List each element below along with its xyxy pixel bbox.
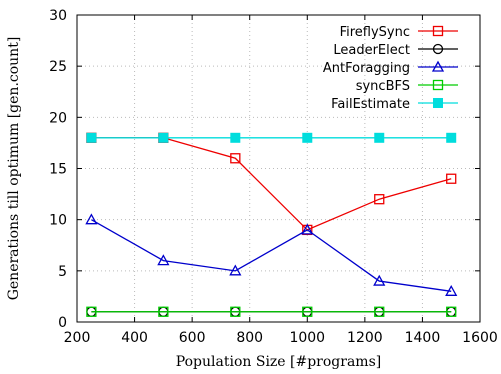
data-point-antforagging [157,254,170,266]
data-point-antforagging [301,223,314,235]
legend-marker [432,25,444,37]
legend-label: LeaderElect [333,43,410,58]
legend: FireflySync LeaderElect AntForagging syncBF… [323,25,458,112]
data-point-antforagging [229,264,242,276]
data-point-syncbfs [158,306,169,317]
legend-marker [432,79,444,91]
series-layer [85,132,458,317]
y-tick-label: 15 [49,162,67,178]
y-tick-label: 30 [49,8,67,24]
series-antforagging [85,213,458,296]
x-tick-label: 800 [236,330,263,346]
data-point-fireflysync [446,173,457,184]
data-point-syncbfs [374,306,385,317]
series-line-fireflysync [91,137,452,231]
data-point-antforagging [85,213,98,225]
x-tick-label: 400 [121,330,148,346]
y-tick-label: 25 [49,59,67,75]
x-tick-label: 1000 [289,330,325,346]
x-axis-label: Population Size [#programs] [176,354,381,370]
legend-item-syncbfs: syncBFS [356,79,458,94]
x-tick-label: 200 [64,330,91,346]
data-point-failestimate [374,132,385,143]
data-point-failestimate [86,132,97,143]
data-point-syncbfs [302,306,313,317]
legend-item-leaderelect: LeaderElect [333,43,458,58]
data-point-failestimate [230,132,241,143]
y-tick-label: 0 [58,315,67,331]
data-point-failestimate [446,132,457,143]
legend-marker [432,43,444,55]
data-point-failestimate [158,132,169,143]
y-tick-label: 20 [49,110,67,126]
data-point-antforagging [373,274,386,286]
grid [77,15,480,322]
data-point-antforagging [445,284,458,296]
series-line-antforagging [91,219,452,292]
legend-item-fireflysync: FireflySync [340,25,458,40]
legend-label: FireflySync [340,25,410,40]
data-point-syncbfs [446,306,457,317]
y-axis-label: Generations till optimum [gen.count] [6,37,22,301]
data-point-syncbfs [230,306,241,317]
data-point-failestimate [302,132,313,143]
axis-ticks: 200 400 600 800 1000 1200 1400 1600 0 5 10 15 20 25 30 [49,8,498,346]
legend-label: FailEstimate [331,97,410,112]
y-tick-label: 5 [58,264,67,280]
legend-marker [433,98,443,108]
legend-item-failestimate: FailEstimate [331,97,458,112]
series-fireflysync [86,132,457,236]
legend-marker [431,60,445,72]
x-tick-label: 600 [179,330,206,346]
x-tick-label: 1600 [462,330,498,346]
legend-label: AntForagging [323,61,410,76]
series-failestimate [86,132,457,143]
legend-item-antforagging: AntForagging [323,60,458,76]
x-tick-label: 1400 [405,330,441,346]
legend-label: syncBFS [356,79,410,94]
x-tick-label: 1200 [347,330,383,346]
data-point-fireflysync [374,194,385,205]
y-tick-label: 10 [49,213,67,229]
data-point-syncbfs [86,306,97,317]
series-syncbfs [86,306,457,317]
data-point-fireflysync [230,153,241,164]
